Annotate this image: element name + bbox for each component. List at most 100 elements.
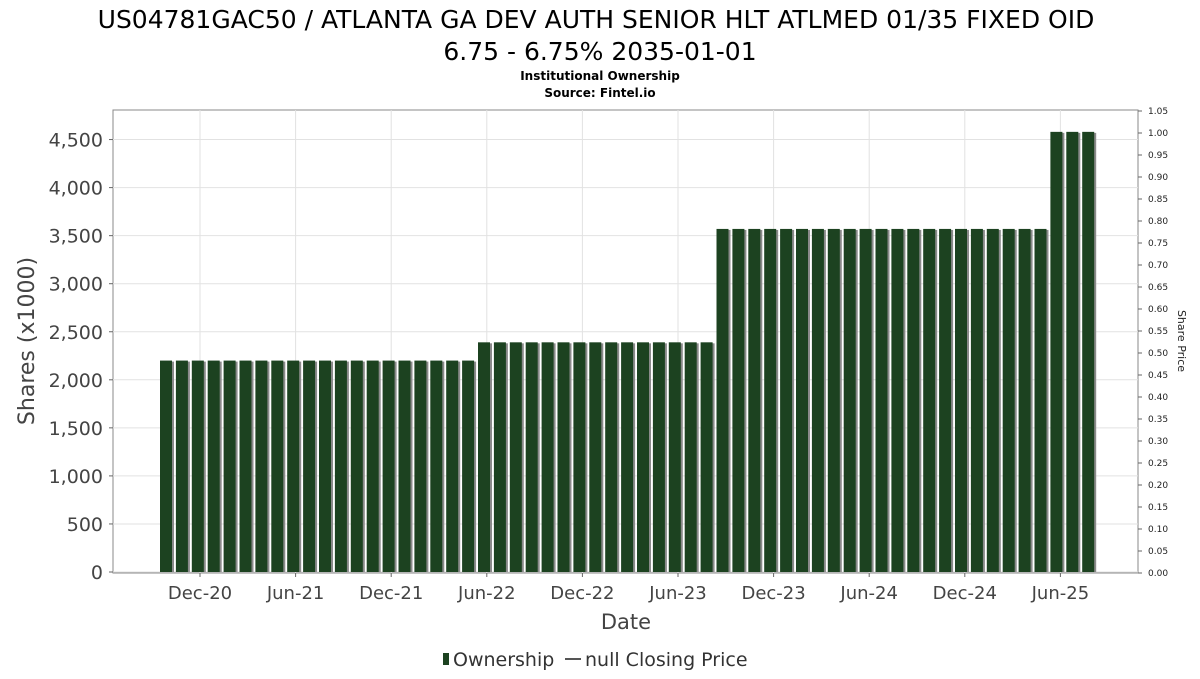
y2-tick-label: 0.95 <box>1148 151 1168 161</box>
bar-ownership <box>557 342 570 572</box>
y-tick-label: 4,500 <box>49 130 103 152</box>
x-tick-label: Dec-21 <box>359 583 423 604</box>
y2-tick-label: 0.75 <box>1148 239 1168 249</box>
bar-ownership <box>319 360 331 572</box>
legend-ownership-label: Ownership <box>453 649 554 671</box>
x-tick-label: Dec-24 <box>933 583 997 604</box>
bar-ownership <box>605 342 618 572</box>
y2-tick-label: 0.60 <box>1148 305 1168 315</box>
x-tick-label: Jun-21 <box>266 583 325 604</box>
bar-ownership <box>525 342 538 572</box>
bar-ownership <box>716 228 729 572</box>
bar-ownership <box>907 228 920 572</box>
bar-ownership <box>160 360 172 572</box>
bar-ownership <box>175 360 188 572</box>
bar-ownership <box>748 228 761 572</box>
bar-ownership <box>827 228 840 572</box>
legend-closing-price-label: null Closing Price <box>585 649 748 671</box>
bar-ownership <box>859 228 872 572</box>
x-axis-label: Date <box>601 610 651 634</box>
chart-title-line-1: US04781GAC50 / ATLANTA GA DEV AUTH SENIO… <box>98 5 1095 34</box>
bar-ownership <box>843 228 856 572</box>
y2-tick-label: 0.40 <box>1148 393 1168 403</box>
chart-subtitle-line-1: Institutional Ownership <box>520 69 680 83</box>
y2-tick-label: 0.10 <box>1148 525 1168 535</box>
y2-tick-label: 0.90 <box>1148 173 1168 183</box>
bar-ownership <box>478 342 490 572</box>
bar-ownership <box>1082 131 1095 572</box>
bar-ownership <box>637 342 649 572</box>
bar-ownership <box>239 360 252 572</box>
bar-ownership <box>191 360 204 572</box>
bar-ownership <box>334 360 347 572</box>
y-tick-label: 2,500 <box>49 322 103 344</box>
y-tick-label: 1,000 <box>49 466 103 488</box>
bar-ownership <box>796 228 808 572</box>
y2-tick-label: 1.05 <box>1148 107 1168 117</box>
bar-ownership <box>700 342 713 572</box>
bar-ownership <box>255 360 268 572</box>
bar-ownership <box>303 360 316 572</box>
x-tick-label: Dec-20 <box>168 583 232 604</box>
y2-tick-label: 0.35 <box>1148 415 1168 425</box>
chart-subtitle-line-2: Source: Fintel.io <box>544 86 655 100</box>
bar-ownership <box>541 342 554 572</box>
bar-ownership <box>891 228 904 572</box>
legend: Ownership null Closing Price <box>443 649 748 671</box>
y-tick-label: 2,000 <box>49 370 103 392</box>
bar-ownership <box>764 228 777 572</box>
bar-ownership <box>668 342 681 572</box>
y2-tick-label: 0.50 <box>1148 349 1168 359</box>
bar-ownership <box>732 228 745 572</box>
bar-ownership <box>955 228 967 572</box>
y2-tick-label: 0.65 <box>1148 283 1168 293</box>
y2-tick-label: 0.80 <box>1148 217 1168 227</box>
y2-tick-label: 0.85 <box>1148 195 1168 205</box>
y2-tick-label: 0.55 <box>1148 327 1168 337</box>
bar-ownership <box>939 228 952 572</box>
bar-ownership <box>366 360 379 572</box>
y2-axis-label: Share Price <box>1175 310 1188 372</box>
y2-tick-label: 0.20 <box>1148 481 1168 491</box>
bar-ownership <box>287 360 300 572</box>
y2-tick-label: 0.00 <box>1148 569 1168 579</box>
bar-ownership <box>652 342 665 572</box>
bar-ownership <box>923 228 936 572</box>
bar-ownership <box>875 228 888 572</box>
x-tick-label: Jun-24 <box>839 583 898 604</box>
bar-ownership <box>446 360 459 572</box>
y2-tick-label: 0.05 <box>1148 547 1168 557</box>
bar-ownership <box>986 228 999 572</box>
y-axis-label: Shares (x1000) <box>15 257 40 425</box>
bar-ownership <box>414 360 427 572</box>
bar-ownership <box>350 360 363 572</box>
y2-tick-label: 0.45 <box>1148 371 1168 381</box>
y-tick-label: 1,500 <box>49 418 103 440</box>
y-tick-label: 4,000 <box>49 178 103 200</box>
bar-ownership <box>621 342 634 572</box>
x-tick-label: Jun-25 <box>1031 583 1090 604</box>
bar-ownership <box>1066 131 1079 572</box>
chart-title-line-2: 6.75 - 6.75% 2035-01-01 <box>443 37 756 66</box>
x-tick-label: Jun-22 <box>457 583 516 604</box>
bar-ownership <box>684 342 697 572</box>
bar-ownership <box>970 228 983 572</box>
y2-tick-label: 0.70 <box>1148 261 1168 271</box>
bar-ownership <box>811 228 824 572</box>
y2-tick-label: 0.15 <box>1148 503 1168 513</box>
bar-ownership <box>462 360 475 572</box>
bar-ownership <box>1002 228 1015 572</box>
y-tick-label: 500 <box>67 514 103 536</box>
legend-ownership-swatch <box>443 653 449 665</box>
bar-ownership <box>1050 131 1063 572</box>
y-tick-label: 3,500 <box>49 226 103 248</box>
bar-ownership <box>207 360 220 572</box>
y2-tick-label: 0.30 <box>1148 437 1168 447</box>
x-tick-label: Jun-23 <box>648 583 707 604</box>
y2-tick-label: 1.00 <box>1148 129 1168 139</box>
bar-ownership <box>509 342 522 572</box>
x-tick-label: Dec-22 <box>550 583 614 604</box>
bar-ownership <box>780 228 793 572</box>
